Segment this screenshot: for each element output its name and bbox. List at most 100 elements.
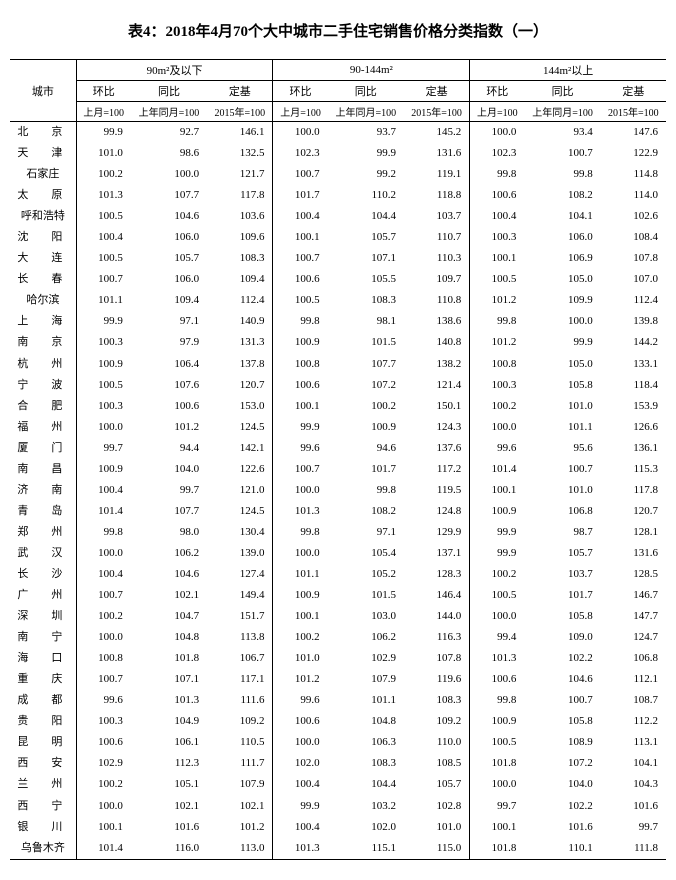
table-row: 太 原101.3107.7117.8101.7110.2118.8100.610… <box>10 185 666 206</box>
value-cell: 100.5 <box>76 375 131 396</box>
value-cell: 100.3 <box>470 227 525 248</box>
value-cell: 103.7 <box>404 206 470 227</box>
table-body: 北 京99.992.7146.1100.093.7145.2100.093.41… <box>10 122 666 860</box>
value-cell: 104.4 <box>328 774 404 795</box>
table-row: 银 川100.1101.6101.2100.4102.0101.0100.110… <box>10 817 666 838</box>
table-row: 合 肥100.3100.6153.0100.1100.2150.1100.210… <box>10 396 666 417</box>
value-cell: 144.0 <box>404 606 470 627</box>
value-cell: 147.6 <box>601 122 666 144</box>
city-cell: 武 汉 <box>10 543 76 564</box>
header-tb-sub-2: 上年同月=100 <box>328 102 404 122</box>
value-cell: 100.6 <box>470 185 525 206</box>
value-cell: 101.7 <box>328 459 404 480</box>
value-cell: 124.5 <box>207 501 273 522</box>
value-cell: 136.1 <box>601 438 666 459</box>
value-cell: 104.8 <box>328 711 404 732</box>
value-cell: 101.2 <box>131 417 207 438</box>
value-cell: 103.7 <box>524 564 600 585</box>
city-cell: 广 州 <box>10 585 76 606</box>
value-cell: 100.5 <box>76 206 131 227</box>
value-cell: 115.1 <box>328 838 404 860</box>
header-tb-sub-3: 上年同月=100 <box>524 102 600 122</box>
value-cell: 108.3 <box>328 290 404 311</box>
value-cell: 109.2 <box>404 711 470 732</box>
value-cell: 101.1 <box>328 690 404 711</box>
table-row: 南 昌100.9104.0122.6100.7101.7117.2101.410… <box>10 459 666 480</box>
table-row: 哈尔滨101.1109.4112.4100.5108.3110.8101.210… <box>10 290 666 311</box>
value-cell: 100.4 <box>470 206 525 227</box>
value-cell: 108.5 <box>404 753 470 774</box>
header-group1: 90m²及以下 <box>76 60 273 81</box>
value-cell: 107.8 <box>601 248 666 269</box>
value-cell: 102.1 <box>207 796 273 817</box>
value-cell: 106.7 <box>207 648 273 669</box>
value-cell: 101.1 <box>524 417 600 438</box>
table-row: 武 汉100.0106.2139.0100.0105.4137.199.9105… <box>10 543 666 564</box>
city-cell: 合 肥 <box>10 396 76 417</box>
table-row: 天 津101.098.6132.5102.399.9131.6102.3100.… <box>10 143 666 164</box>
city-cell: 南 京 <box>10 332 76 353</box>
value-cell: 131.6 <box>601 543 666 564</box>
value-cell: 100.2 <box>470 396 525 417</box>
value-cell: 112.3 <box>131 753 207 774</box>
value-cell: 150.1 <box>404 396 470 417</box>
value-cell: 112.2 <box>601 711 666 732</box>
value-cell: 106.1 <box>131 732 207 753</box>
value-cell: 99.9 <box>328 143 404 164</box>
table-row: 成 都99.6101.3111.699.6101.1108.399.8100.7… <box>10 690 666 711</box>
value-cell: 124.3 <box>404 417 470 438</box>
value-cell: 128.5 <box>601 564 666 585</box>
value-cell: 100.6 <box>76 732 131 753</box>
value-cell: 102.9 <box>328 648 404 669</box>
value-cell: 98.0 <box>131 522 207 543</box>
value-cell: 104.3 <box>601 774 666 795</box>
table-row: 呼和浩特100.5104.6103.6100.4104.4103.7100.41… <box>10 206 666 227</box>
header-hb-sub-2: 上月=100 <box>273 102 328 122</box>
value-cell: 100.5 <box>470 585 525 606</box>
table-row: 长 沙100.4104.6127.4101.1105.2128.3100.210… <box>10 564 666 585</box>
value-cell: 111.8 <box>601 838 666 860</box>
city-cell: 太 原 <box>10 185 76 206</box>
value-cell: 107.7 <box>131 185 207 206</box>
value-cell: 100.2 <box>76 164 131 185</box>
value-cell: 107.1 <box>328 248 404 269</box>
city-cell: 昆 明 <box>10 732 76 753</box>
value-cell: 99.4 <box>470 627 525 648</box>
value-cell: 99.9 <box>524 332 600 353</box>
value-cell: 115.0 <box>404 838 470 860</box>
header-group3: 144m²以上 <box>470 60 666 81</box>
city-cell: 济 南 <box>10 480 76 501</box>
value-cell: 99.7 <box>470 796 525 817</box>
value-cell: 99.9 <box>470 543 525 564</box>
value-cell: 94.6 <box>328 438 404 459</box>
value-cell: 118.4 <box>601 375 666 396</box>
value-cell: 117.1 <box>207 669 273 690</box>
value-cell: 126.6 <box>601 417 666 438</box>
header-hb-2: 环比 <box>273 81 328 102</box>
value-cell: 104.6 <box>524 669 600 690</box>
value-cell: 100.5 <box>76 248 131 269</box>
value-cell: 110.7 <box>404 227 470 248</box>
value-cell: 116.0 <box>131 838 207 860</box>
value-cell: 106.2 <box>131 543 207 564</box>
value-cell: 104.7 <box>131 606 207 627</box>
value-cell: 107.9 <box>207 774 273 795</box>
value-cell: 100.9 <box>76 459 131 480</box>
header-tb-3: 同比 <box>524 81 600 102</box>
value-cell: 100.9 <box>470 501 525 522</box>
value-cell: 137.6 <box>404 438 470 459</box>
header-hb-sub-3: 上月=100 <box>470 102 525 122</box>
value-cell: 107.8 <box>404 648 470 669</box>
value-cell: 99.9 <box>76 311 131 332</box>
value-cell: 100.0 <box>76 417 131 438</box>
value-cell: 131.3 <box>207 332 273 353</box>
value-cell: 105.5 <box>328 269 404 290</box>
value-cell: 101.4 <box>470 459 525 480</box>
value-cell: 124.5 <box>207 417 273 438</box>
value-cell: 102.2 <box>524 648 600 669</box>
value-cell: 100.4 <box>273 817 328 838</box>
value-cell: 100.0 <box>273 480 328 501</box>
value-cell: 106.8 <box>524 501 600 522</box>
value-cell: 105.8 <box>524 375 600 396</box>
value-cell: 105.7 <box>328 227 404 248</box>
